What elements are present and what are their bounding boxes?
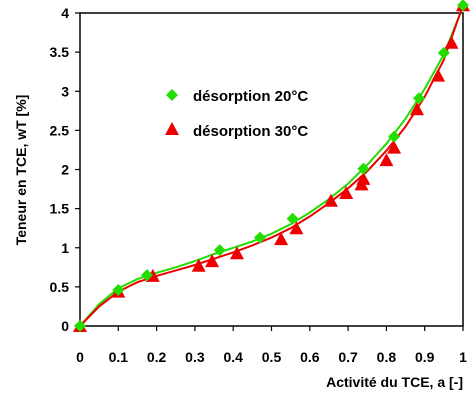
legend: désorption 20°C désorption 30°C (165, 88, 308, 140)
y-tick-label: 3.5 (50, 44, 70, 60)
y-tick-label: 1.5 (50, 201, 70, 217)
diamond-marker (357, 162, 370, 175)
triangle-marker (230, 246, 244, 260)
y-axis-title: Teneur en TCE, wT [%] (13, 95, 29, 246)
x-tick-label: 0.7 (338, 349, 358, 365)
data-markers (73, 0, 470, 332)
triangle-marker (339, 186, 354, 199)
x-tick-label: 0 (76, 349, 84, 365)
x-tick-label: 0.3 (185, 349, 205, 365)
y-tick-label: 3 (61, 83, 69, 99)
diamond-marker (141, 269, 153, 282)
triangle-marker (356, 171, 371, 185)
x-tick-label: 0.2 (147, 349, 167, 365)
legend-marker-triangle (165, 122, 179, 135)
diamond-marker (112, 284, 125, 296)
legend-label-30c: désorption 30°C (193, 123, 308, 140)
y-tick-label: 2 (61, 162, 69, 178)
triangle-marker (323, 193, 338, 207)
y-axis: 0 0.5 1 1.5 2 2.5 3 3.5 4 (50, 5, 80, 334)
fit-curve-series-0 (79, 6, 464, 327)
diamond-marker (74, 320, 86, 332)
triangle-marker (431, 68, 446, 82)
x-tick-label: 0.1 (109, 349, 129, 365)
triangle-marker (387, 140, 402, 154)
x-axis-title: Activité du TCE, a [-] (326, 374, 463, 390)
y-tick-label: 0.5 (50, 279, 70, 295)
triangle-marker (274, 232, 289, 246)
diamond-marker (457, 0, 469, 12)
diamond-marker (388, 130, 401, 143)
triangle-marker (205, 254, 220, 268)
fit-curve-series-1 (79, 4, 464, 327)
triangle-marker (410, 102, 424, 116)
fit-curves (79, 4, 464, 327)
y-tick-label: 2.5 (50, 122, 70, 138)
diamond-marker (213, 244, 226, 257)
diamond-marker (413, 92, 425, 105)
legend-marker-diamond (166, 89, 178, 101)
diamond-marker (286, 212, 299, 225)
diamond-marker (437, 46, 450, 59)
x-tick-label: 0.8 (377, 349, 397, 365)
triangle-marker (191, 258, 206, 272)
legend-label-20c: désorption 20°C (193, 88, 308, 105)
x-tick-label: 0.6 (300, 349, 320, 365)
x-tick-label: 0.5 (262, 349, 282, 365)
y-tick-label: 4 (61, 5, 69, 21)
x-axis: 0 0.1 0.2 0.3 0.4 0.5 0.6 0.7 0.8 0.9 1 (76, 326, 467, 365)
y-tick-label: 1 (61, 240, 69, 256)
y-tick-label: 0 (61, 318, 69, 334)
triangle-marker (379, 153, 394, 167)
diamond-marker (254, 231, 266, 244)
triangle-marker (444, 35, 459, 49)
x-tick-label: 0.9 (415, 349, 435, 365)
x-tick-label: 1 (459, 349, 467, 365)
x-tick-label: 0.4 (223, 349, 243, 365)
triangle-marker (289, 221, 304, 235)
